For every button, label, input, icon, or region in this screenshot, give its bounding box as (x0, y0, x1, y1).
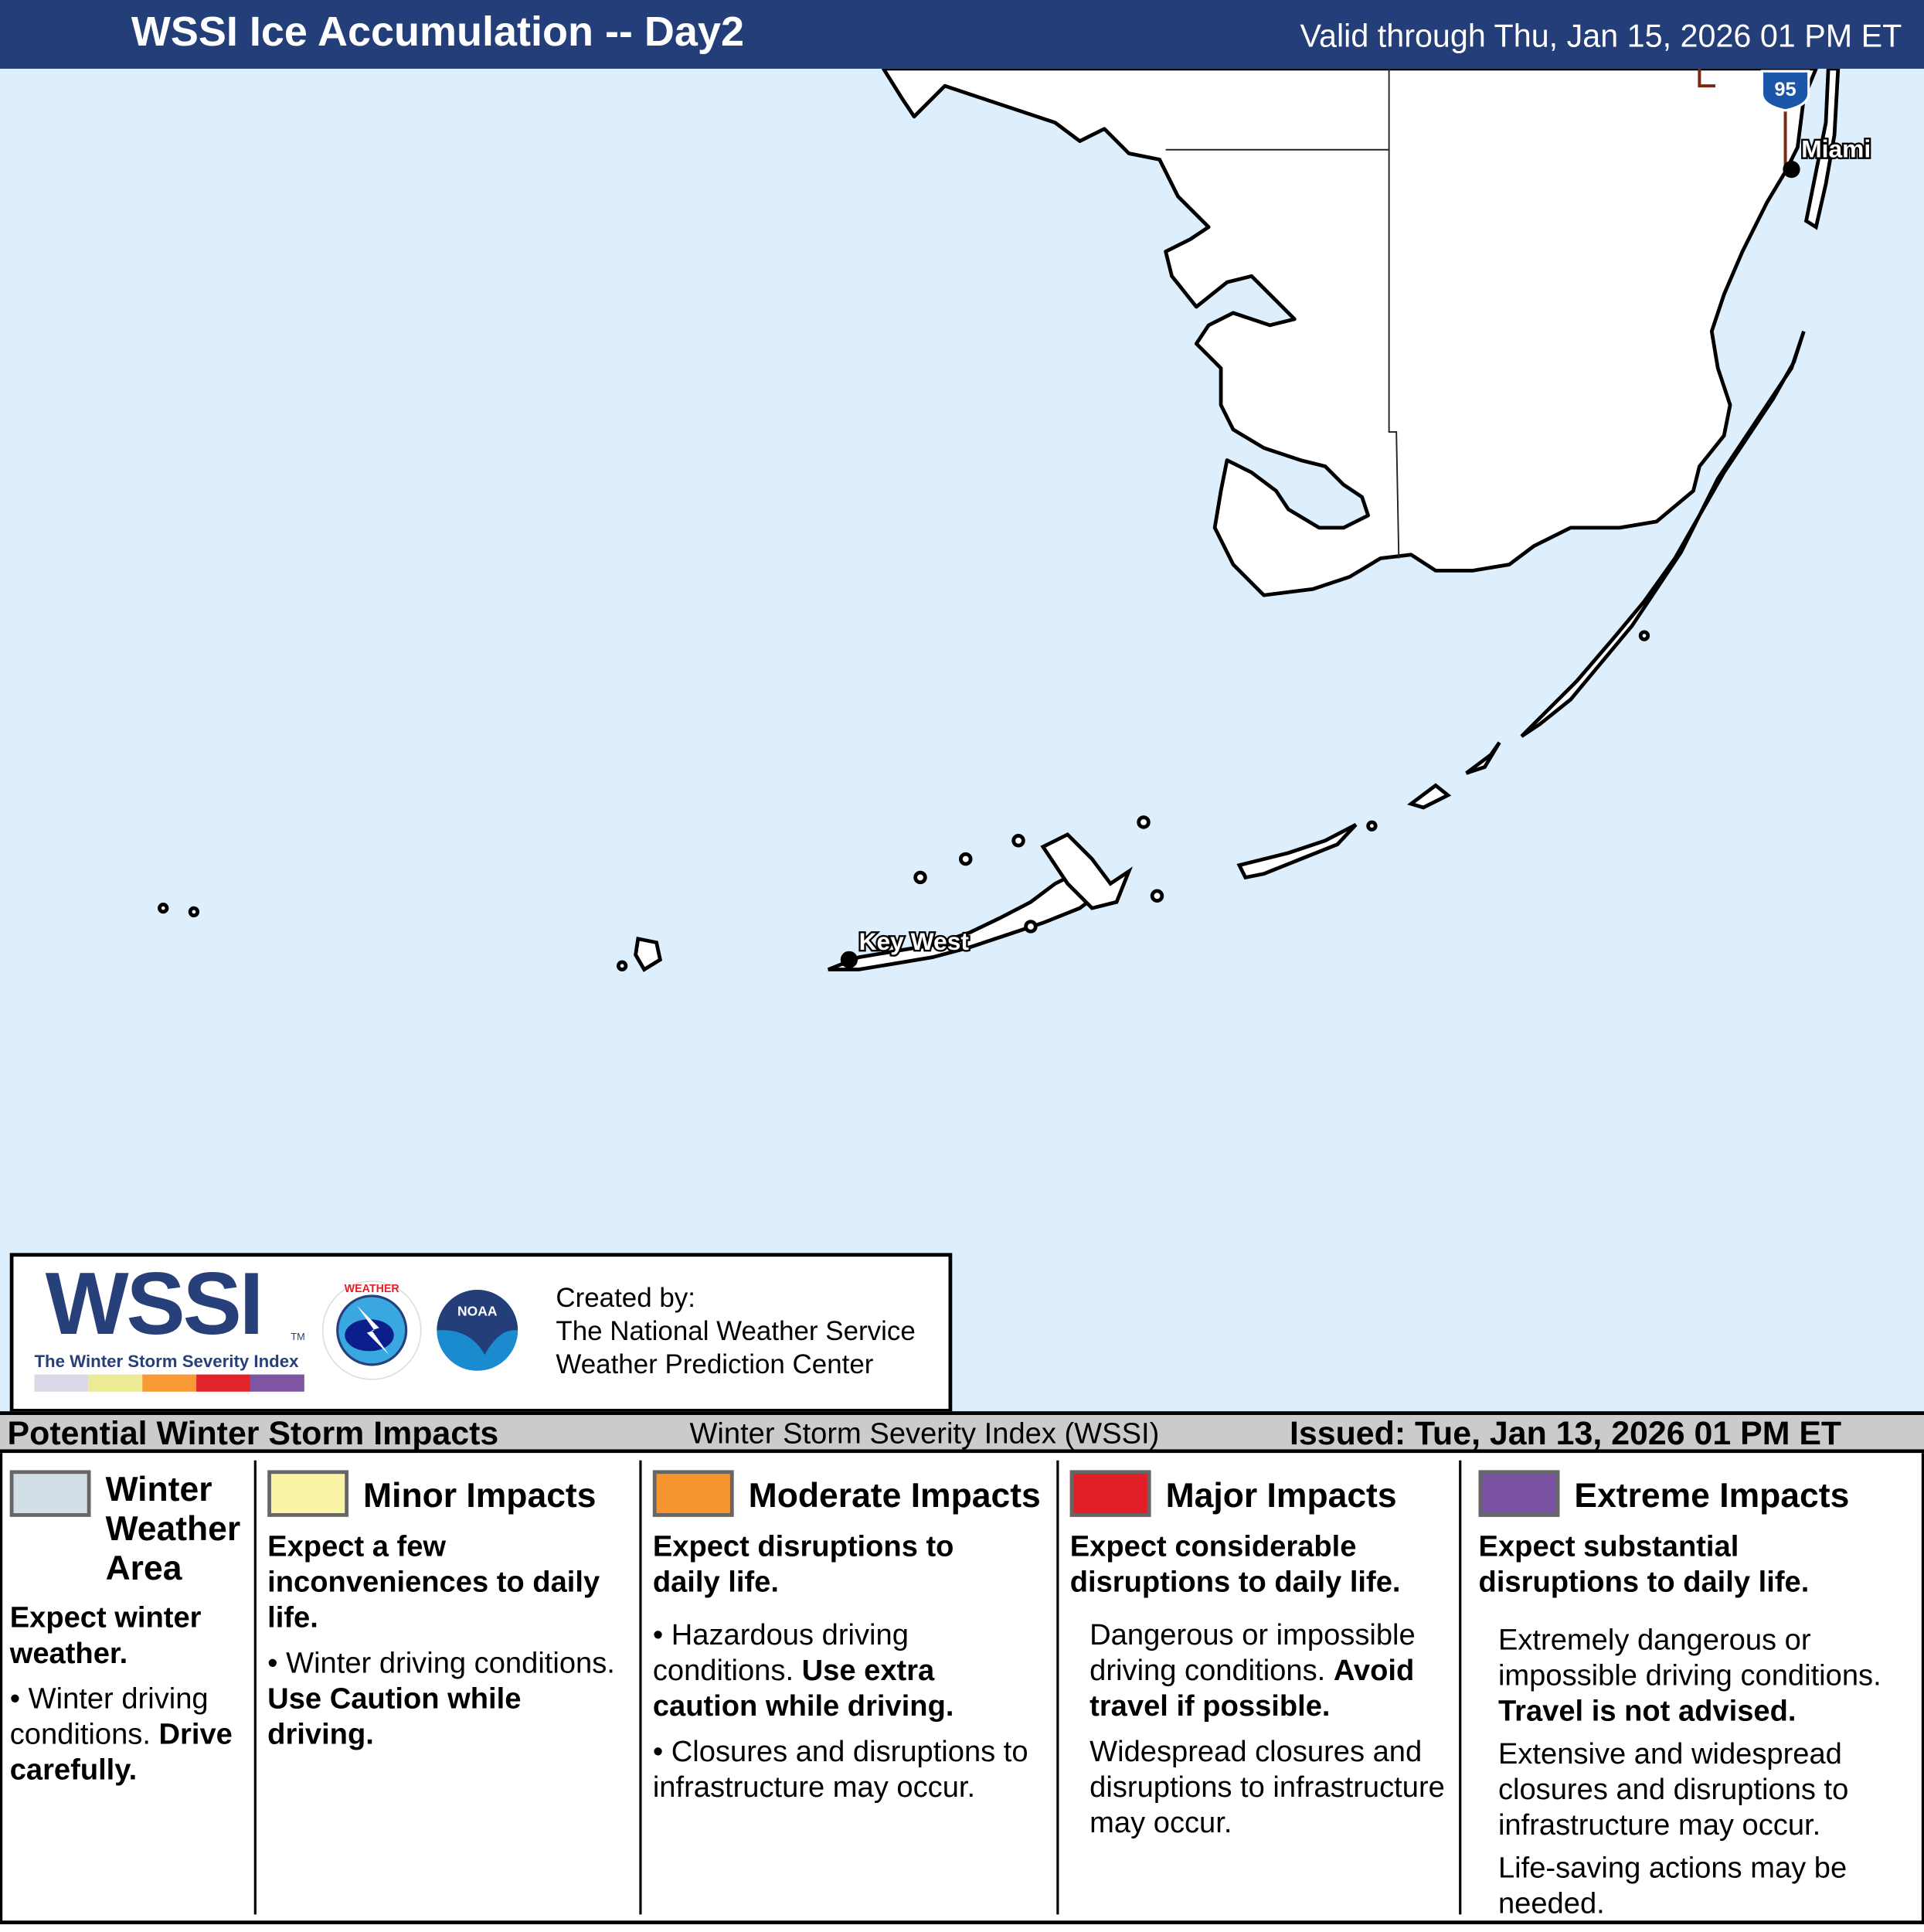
florida-mainland (881, 68, 1818, 597)
legend-lead: Expect winter weather. (9, 1601, 202, 1671)
creator-nws: The National Weather Service (556, 1315, 916, 1347)
legend-major: Major Impacts Expect considerable disrup… (1069, 1461, 1457, 1917)
header: WSSI Ice Accumulation -- Day2 Valid thro… (0, 0, 1924, 69)
legend-swatch (652, 1470, 734, 1517)
legend-text: Expect a few inconveniences to daily lif… (267, 1529, 635, 1763)
legend-winter-weather-area: Winter Weather Area Expect winter weathe… (9, 1461, 256, 1917)
impact-legend: Winter Weather Area Expect winter weathe… (0, 1453, 1924, 1924)
legend-text: Expect disruptions to daily life. • Haza… (653, 1529, 1045, 1815)
legend-body: • Hazardous driving conditions. (652, 1618, 909, 1688)
nws-logo: WEATHER (321, 1281, 422, 1380)
city-marker-miami (1783, 161, 1800, 179)
impacts-header-bar: Potential Winter Storm Impacts Winter St… (0, 1411, 1924, 1454)
legend-title: Major Impacts (1165, 1476, 1397, 1515)
legend-text: Expect substantial disruptions to daily … (1479, 1529, 1921, 1932)
legend-swatch (1478, 1470, 1560, 1517)
legend-moderate: Moderate Impacts Expect disruptions to d… (652, 1461, 1052, 1917)
divider (639, 1460, 642, 1915)
legend-title: Extreme Impacts (1574, 1476, 1850, 1515)
legend-swatch (9, 1470, 91, 1517)
interstate-95-shield: 95 (1760, 70, 1810, 112)
legend-body: Extremely dangerous or impossible drivin… (1497, 1623, 1882, 1692)
highway-shield-label: 95 (1774, 79, 1796, 100)
divider (1459, 1460, 1462, 1915)
trademark: TM (291, 1331, 305, 1343)
city-marker-key-west (840, 951, 858, 968)
legend-lead: Expect a few inconveniences to daily lif… (267, 1530, 600, 1635)
legend-title: Minor Impacts (363, 1476, 597, 1515)
florida-east-barrier (1803, 68, 1841, 230)
svg-text:WEATHER: WEATHER (345, 1283, 400, 1295)
legend-lead: Expect considerable disruptions to daily… (1069, 1530, 1401, 1600)
legend-body: Dangerous or impossible driving conditio… (1089, 1618, 1416, 1688)
wssi-subtitle: The Winter Storm Severity Index (34, 1351, 299, 1371)
creator-wpc: Weather Prediction Center (556, 1349, 874, 1379)
noaa-logo: NOAA (428, 1281, 527, 1379)
noaa-text: NOAA (457, 1303, 498, 1318)
legend-extra: • Closures and disruptions to infrastruc… (652, 1735, 1028, 1804)
legend-text: Expect considerable disruptions to daily… (1070, 1529, 1453, 1851)
created-by: Created by: The National Weather Service… (556, 1281, 915, 1381)
legend-title: Moderate Impacts (748, 1476, 1041, 1515)
legend-lead: Expect substantial disruptions to daily … (1478, 1530, 1810, 1600)
legend-extra: Widespread closures and disruptions to i… (1089, 1735, 1445, 1840)
legend-advice: Drive carefully. (9, 1718, 233, 1787)
divider (253, 1460, 257, 1915)
wssi-logo: WSSI (45, 1255, 264, 1354)
impacts-heading: Potential Winter Storm Impacts (7, 1414, 499, 1452)
legend-advice: Use Caution while driving. (267, 1682, 522, 1752)
legend-advice: Use extra caution while driving. (652, 1654, 954, 1723)
wssi-label: Winter Storm Severity Index (WSSI) (689, 1417, 1160, 1451)
credits-box: WSSI TM The Winter Storm Severity Index … (9, 1253, 953, 1413)
legend-extra2: Life-saving actions may be needed. (1497, 1852, 1848, 1921)
legend-body: • Winter driving conditions. (267, 1647, 615, 1680)
map: 95 Miami Key West (158, 68, 1873, 972)
issued-time: Issued: Tue, Jan 13, 2026 01 PM ET (1289, 1414, 1842, 1452)
city-label-miami: Miami (1801, 134, 1871, 162)
legend-extreme: Extreme Impacts Expect substantial disru… (1478, 1461, 1921, 1920)
created-by-label: Created by: (556, 1282, 695, 1314)
legend-minor: Minor Impacts Expect a few inconvenience… (267, 1461, 635, 1917)
legend-swatch (267, 1470, 348, 1517)
legend-advice: Travel is not advised. (1497, 1695, 1797, 1728)
legend-body: • Winter driving conditions. (9, 1682, 209, 1752)
legend-title: Winter Weather Area (105, 1470, 241, 1587)
legend-extra: Extensive and widespread closures and di… (1497, 1737, 1849, 1842)
city-label-key-west: Key West (859, 927, 970, 955)
wssi-color-bar (34, 1374, 304, 1392)
valid-time: Valid through Thu, Jan 15, 2026 01 PM ET (1300, 17, 1902, 54)
map-title: WSSI Ice Accumulation -- Day2 (131, 9, 745, 56)
legend-text: Expect winter weather. • Winter driving … (10, 1600, 250, 1798)
legend-swatch (1069, 1470, 1151, 1517)
legend-lead: Expect disruptions to daily life. (652, 1530, 954, 1600)
divider (1056, 1460, 1059, 1915)
legend-advice: Avoid travel if possible. (1089, 1654, 1415, 1723)
county-line (1165, 68, 1400, 559)
